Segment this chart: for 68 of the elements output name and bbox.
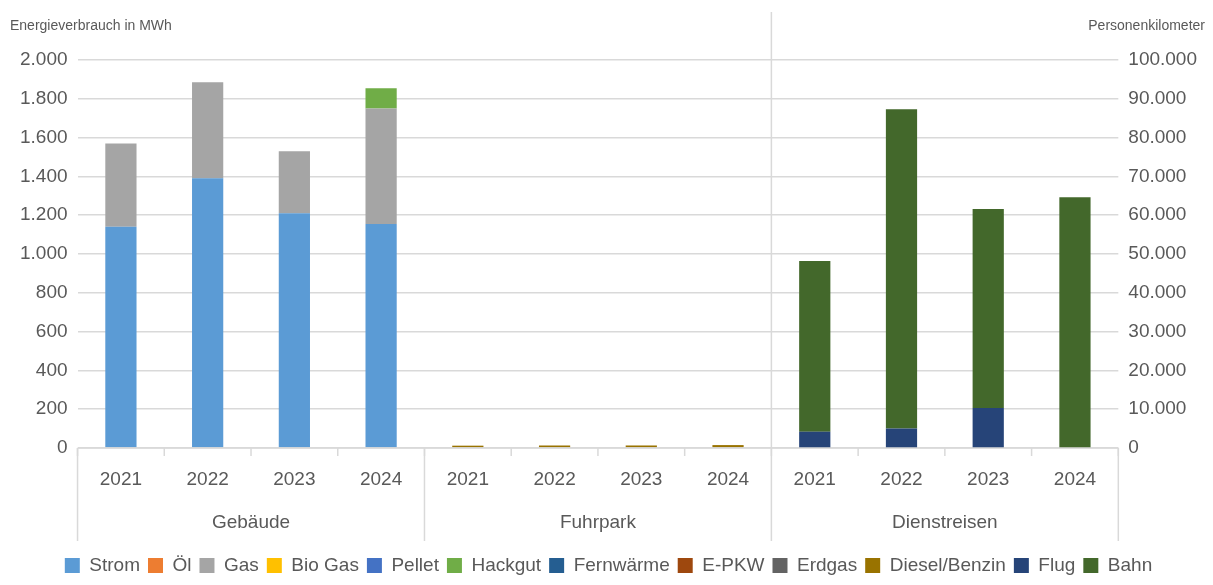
legend-label: Gas	[223, 553, 259, 575]
y-tick-label: 600	[35, 319, 68, 341]
legend-label: Strom	[89, 553, 140, 575]
bar	[192, 82, 224, 179]
y-tick-label: 0	[56, 436, 68, 458]
y-tick-label: 1.000	[20, 242, 68, 264]
legend-label: Hackgut	[471, 553, 542, 575]
bar	[105, 226, 137, 448]
y2-tick-label: 20.000	[1128, 358, 1187, 380]
y2-tick-label: 80.000	[1128, 125, 1187, 147]
bar	[972, 208, 1004, 409]
bar	[1059, 197, 1091, 448]
x-tick-label: 2023	[620, 468, 663, 490]
y-tick-label: 200	[35, 397, 68, 419]
legend-label: Pellet	[391, 553, 440, 575]
y2-tick-label: 60.000	[1128, 203, 1187, 225]
y2-axis-title: Personenkilometer	[1088, 17, 1206, 33]
text: Gebäude	[211, 511, 291, 533]
x-tick-label: 2024	[1053, 468, 1097, 490]
y-tick-label: 400	[35, 358, 68, 380]
y2-tick-label: 10.000	[1128, 397, 1187, 419]
legend-label: Fernwärme	[573, 553, 670, 575]
bar	[799, 431, 831, 448]
legend-label: E-PKW	[702, 553, 765, 575]
legend-label: Bahn	[1107, 553, 1153, 575]
x-tick-label: 2023	[967, 468, 1010, 490]
y-tick-label: 1.800	[20, 87, 68, 109]
text: Dienstreisen	[892, 511, 998, 533]
bar	[799, 260, 831, 432]
y2-tick-label: 90.000	[1128, 87, 1187, 109]
legend-label: Öl	[172, 553, 192, 575]
bar	[192, 178, 224, 448]
y2-tick-label: 40.000	[1128, 281, 1187, 303]
x-tick-label: 2022	[880, 468, 923, 490]
y2-tick-label: 100.000	[1128, 48, 1198, 70]
bar	[885, 109, 918, 429]
x-tick-label: 2021	[793, 468, 836, 490]
legend-label: Flug	[1038, 553, 1076, 575]
y2-tick-label: 0	[1128, 436, 1139, 458]
y2-tick-label: 70.000	[1128, 164, 1187, 186]
y-tick-label: 1.400	[20, 164, 68, 186]
legend-label: Erdgas	[796, 553, 858, 575]
legend-label: Diesel/Benzin	[889, 553, 1006, 575]
text: Fuhrpark	[559, 511, 637, 533]
y2-tick-label: 50.000	[1128, 242, 1187, 264]
y-axis-title: Energieverbrauch in MWh	[10, 17, 172, 33]
bar	[365, 223, 397, 448]
y-tick-label: 2.000	[20, 48, 68, 70]
bar	[712, 445, 744, 448]
y-tick-label: 1.600	[20, 125, 68, 147]
bar	[885, 428, 918, 448]
y-tick-label: 1.200	[20, 203, 68, 225]
bar	[105, 143, 137, 227]
legend-label: Bio Gas	[291, 553, 359, 575]
x-tick-label: 2021	[99, 468, 143, 490]
x-tick-label: 2022	[186, 468, 229, 490]
bar	[278, 213, 310, 448]
bar	[365, 108, 397, 224]
x-tick-label: 2023	[273, 468, 316, 490]
y-tick-label: 800	[35, 281, 68, 303]
bar	[365, 88, 397, 109]
y2-tick-label: 30.000	[1128, 319, 1187, 341]
x-tick-label: 2024	[359, 468, 403, 490]
bar	[278, 151, 310, 214]
x-tick-label: 2024	[706, 468, 750, 490]
x-tick-label: 2022	[533, 468, 576, 490]
bar	[972, 408, 1004, 448]
x-tick-label: 2021	[446, 468, 489, 490]
